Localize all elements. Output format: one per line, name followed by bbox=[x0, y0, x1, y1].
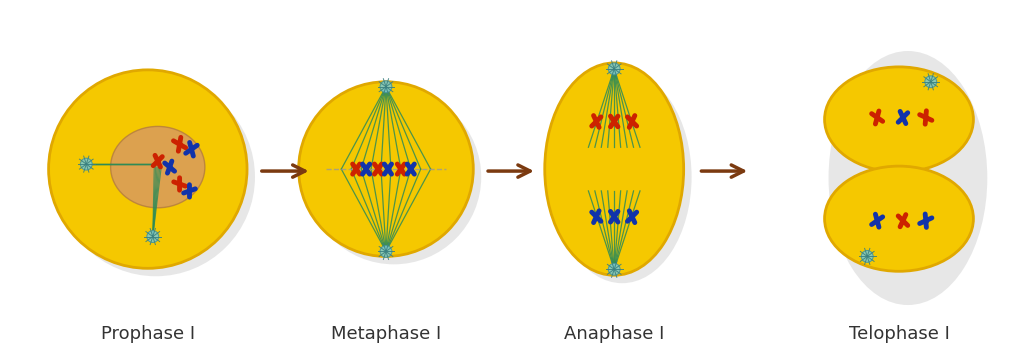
Ellipse shape bbox=[825, 67, 973, 172]
Ellipse shape bbox=[49, 70, 247, 268]
Ellipse shape bbox=[147, 231, 158, 243]
Ellipse shape bbox=[380, 245, 391, 257]
Text: Telophase I: Telophase I bbox=[848, 325, 949, 343]
Ellipse shape bbox=[56, 78, 254, 276]
Ellipse shape bbox=[81, 158, 92, 170]
Ellipse shape bbox=[545, 63, 684, 275]
Text: Anaphase I: Anaphase I bbox=[564, 325, 664, 343]
Ellipse shape bbox=[825, 166, 973, 271]
Ellipse shape bbox=[553, 71, 692, 283]
Ellipse shape bbox=[110, 126, 204, 208]
Ellipse shape bbox=[298, 82, 473, 256]
Ellipse shape bbox=[862, 251, 873, 262]
Ellipse shape bbox=[925, 76, 936, 88]
Ellipse shape bbox=[608, 264, 620, 275]
Ellipse shape bbox=[608, 63, 620, 75]
Ellipse shape bbox=[307, 90, 481, 264]
Ellipse shape bbox=[829, 51, 987, 305]
Ellipse shape bbox=[380, 81, 391, 93]
Text: Prophase I: Prophase I bbox=[101, 325, 195, 343]
Text: Metaphase I: Metaphase I bbox=[331, 325, 442, 343]
